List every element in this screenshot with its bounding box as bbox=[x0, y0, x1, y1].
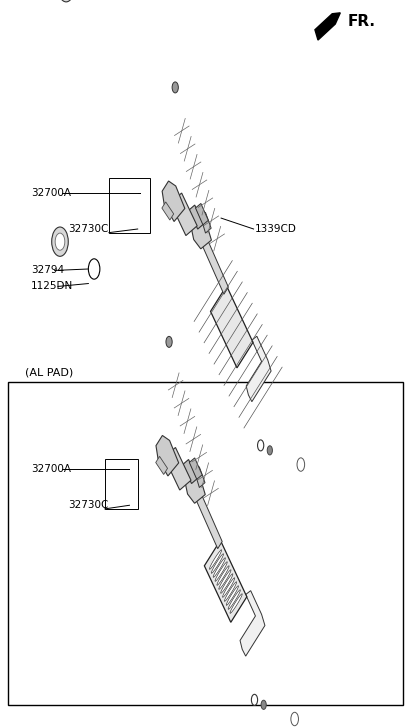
Polygon shape bbox=[230, 594, 242, 614]
Bar bbox=[105, 459, 138, 509]
Polygon shape bbox=[156, 457, 168, 475]
Polygon shape bbox=[194, 491, 222, 549]
Text: 32794: 32794 bbox=[31, 265, 64, 276]
Text: 32700A: 32700A bbox=[31, 464, 71, 474]
Circle shape bbox=[88, 259, 100, 279]
Circle shape bbox=[297, 458, 305, 471]
Circle shape bbox=[58, 0, 74, 2]
Circle shape bbox=[172, 82, 178, 93]
Polygon shape bbox=[170, 193, 197, 236]
Polygon shape bbox=[162, 181, 185, 222]
Polygon shape bbox=[240, 590, 265, 656]
Polygon shape bbox=[219, 570, 231, 590]
Polygon shape bbox=[156, 435, 179, 476]
FancyArrow shape bbox=[315, 13, 340, 40]
Polygon shape bbox=[246, 336, 271, 402]
Polygon shape bbox=[189, 458, 202, 479]
Circle shape bbox=[55, 233, 65, 250]
Polygon shape bbox=[221, 574, 233, 593]
Polygon shape bbox=[209, 550, 222, 569]
Polygon shape bbox=[193, 465, 205, 488]
Polygon shape bbox=[183, 459, 197, 483]
Polygon shape bbox=[224, 582, 237, 601]
Circle shape bbox=[52, 227, 68, 257]
Polygon shape bbox=[226, 586, 238, 606]
Text: 1339CD: 1339CD bbox=[255, 224, 297, 234]
Circle shape bbox=[291, 712, 298, 726]
Polygon shape bbox=[164, 448, 191, 490]
Circle shape bbox=[252, 694, 258, 705]
Circle shape bbox=[258, 440, 264, 451]
Polygon shape bbox=[196, 204, 208, 225]
Text: 32730C: 32730C bbox=[68, 500, 108, 510]
Text: 32700A: 32700A bbox=[31, 188, 71, 198]
Polygon shape bbox=[189, 205, 203, 229]
Polygon shape bbox=[211, 554, 224, 574]
Polygon shape bbox=[228, 590, 240, 609]
Circle shape bbox=[261, 700, 266, 710]
Bar bbox=[8, 382, 403, 705]
Polygon shape bbox=[191, 211, 211, 249]
Polygon shape bbox=[213, 558, 225, 577]
Text: 32730C: 32730C bbox=[68, 224, 108, 234]
Text: (AL PAD): (AL PAD) bbox=[25, 367, 73, 377]
Polygon shape bbox=[217, 566, 229, 585]
Circle shape bbox=[267, 446, 272, 455]
Polygon shape bbox=[162, 202, 174, 220]
Polygon shape bbox=[204, 540, 247, 622]
Text: FR.: FR. bbox=[347, 15, 375, 29]
Polygon shape bbox=[222, 578, 235, 598]
Polygon shape bbox=[185, 465, 205, 503]
Polygon shape bbox=[210, 286, 253, 368]
Polygon shape bbox=[201, 236, 229, 294]
Circle shape bbox=[166, 337, 172, 348]
Polygon shape bbox=[215, 562, 227, 582]
Polygon shape bbox=[199, 211, 211, 233]
Text: 1125DN: 1125DN bbox=[31, 281, 73, 292]
Bar bbox=[109, 178, 150, 233]
